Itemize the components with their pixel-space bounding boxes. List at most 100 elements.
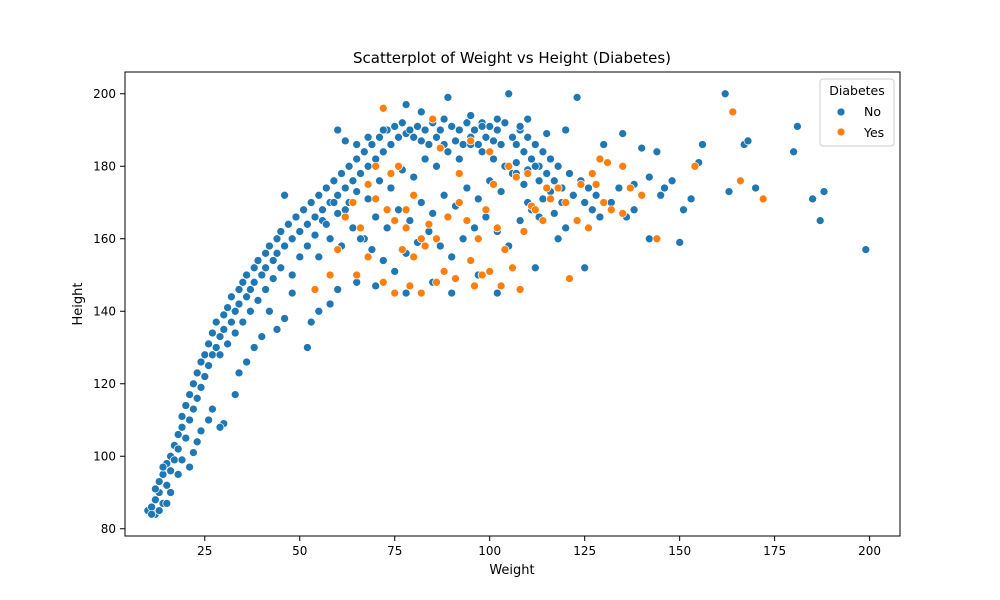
data-point-no <box>591 190 601 200</box>
data-point-no <box>325 234 335 244</box>
data-point-no <box>561 125 571 135</box>
data-point-no <box>492 288 502 298</box>
data-point-no <box>549 176 559 186</box>
data-point-no <box>280 190 289 200</box>
data-point-no <box>815 216 825 225</box>
data-point-yes <box>466 256 476 265</box>
data-point-yes <box>508 263 517 273</box>
data-point-no <box>257 332 267 341</box>
data-point-no <box>401 100 411 109</box>
data-point-yes <box>397 245 407 254</box>
data-point-no <box>299 205 308 215</box>
data-point-no <box>435 125 445 135</box>
data-point-no <box>530 161 540 171</box>
data-point-no <box>523 132 533 142</box>
data-point-no <box>416 136 426 146</box>
data-point-no <box>378 256 388 265</box>
data-point-yes <box>470 281 479 291</box>
data-point-no <box>447 122 457 131</box>
data-point-no <box>375 176 384 186</box>
data-point-no <box>261 285 270 294</box>
data-point-no <box>268 274 278 283</box>
data-point-yes <box>523 169 533 178</box>
data-point-yes <box>519 227 529 236</box>
data-point-no <box>390 122 400 131</box>
data-point-no <box>295 227 305 236</box>
data-point-no <box>314 306 324 316</box>
data-point-no <box>527 154 536 164</box>
data-point-no <box>321 219 331 229</box>
data-point-yes <box>454 169 464 178</box>
data-point-no <box>147 509 156 519</box>
data-point-no <box>458 234 468 244</box>
data-point-no <box>215 422 225 432</box>
data-point-no <box>538 194 548 204</box>
data-point-yes <box>401 205 411 215</box>
data-point-no <box>185 390 194 399</box>
data-point-no <box>500 118 510 128</box>
data-point-no <box>356 169 365 178</box>
data-point-no <box>166 466 175 476</box>
y-tick-label: 120 <box>93 377 116 391</box>
data-point-no <box>173 444 183 454</box>
data-point-no <box>523 114 533 124</box>
data-point-yes <box>625 183 635 193</box>
data-point-no <box>397 118 407 128</box>
data-point-no <box>223 303 232 312</box>
data-point-no <box>413 122 422 131</box>
x-tick-label: 50 <box>292 544 307 558</box>
data-point-yes <box>333 245 343 254</box>
data-point-no <box>242 270 251 280</box>
data-point-no <box>447 252 457 262</box>
data-point-no <box>215 350 225 360</box>
data-point-no <box>819 187 829 196</box>
data-point-no <box>280 314 289 323</box>
data-point-no <box>511 158 521 167</box>
data-point-no <box>173 430 183 439</box>
data-point-no <box>477 122 487 131</box>
data-point-yes <box>416 288 426 298</box>
data-point-yes <box>363 252 373 262</box>
y-tick-label: 100 <box>93 449 116 463</box>
data-point-no <box>348 223 358 233</box>
data-point-yes <box>363 180 373 189</box>
data-point-no <box>489 136 498 146</box>
data-point-no <box>485 122 495 131</box>
data-point-yes <box>530 205 540 215</box>
data-point-yes <box>553 183 563 193</box>
data-point-yes <box>340 212 350 222</box>
data-point-no <box>496 140 506 149</box>
y-tick-label: 200 <box>93 87 116 101</box>
data-point-no <box>314 252 324 262</box>
data-point-yes <box>371 194 381 204</box>
data-point-no <box>348 176 358 186</box>
y-tick-label: 160 <box>93 232 116 246</box>
data-point-yes <box>542 183 552 193</box>
data-point-no <box>454 154 464 164</box>
data-point-no <box>280 241 289 251</box>
data-point-no <box>151 495 160 505</box>
data-point-yes <box>390 288 400 298</box>
data-point-no <box>401 288 411 298</box>
data-point-no <box>303 241 312 251</box>
data-point-no <box>185 415 194 425</box>
data-point-no <box>743 136 753 146</box>
data-point-yes <box>572 216 582 225</box>
data-point-no <box>530 263 540 273</box>
data-point-yes <box>637 190 647 200</box>
x-axis-ticks: 25 50 75 100 125 150 175 200 <box>197 536 881 558</box>
data-point-no <box>580 263 590 273</box>
data-point-yes <box>473 234 483 244</box>
data-point-no <box>219 325 229 334</box>
data-point-no <box>211 317 221 327</box>
data-point-no <box>234 368 244 378</box>
data-point-no <box>751 183 760 193</box>
data-point-no <box>310 230 320 240</box>
data-point-yes <box>496 281 506 291</box>
data-point-yes <box>576 180 586 189</box>
data-point-no <box>189 404 198 414</box>
data-point-no <box>367 140 377 149</box>
data-point-yes <box>618 209 628 218</box>
data-point-no <box>340 183 350 193</box>
data-point-yes <box>356 223 365 233</box>
